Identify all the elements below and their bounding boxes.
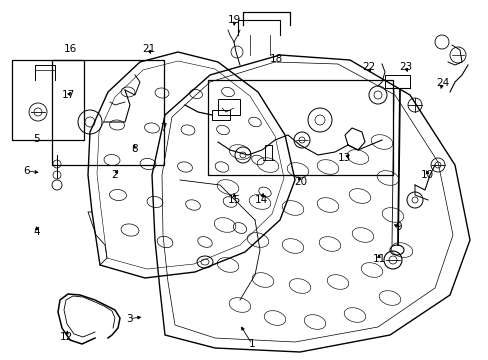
Text: 8: 8 [131,144,138,154]
Text: 10: 10 [421,170,433,180]
Text: 4: 4 [33,227,40,237]
Circle shape [53,160,61,168]
Text: 15: 15 [227,195,241,205]
Text: 22: 22 [362,62,375,72]
Text: 19: 19 [227,15,241,25]
Text: 24: 24 [435,78,448,88]
Text: 13: 13 [337,153,351,163]
Text: 2: 2 [111,170,118,180]
Text: 16: 16 [64,44,78,54]
Text: 3: 3 [126,314,133,324]
Bar [12,60,84,140]
Circle shape [53,171,61,179]
Text: 1: 1 [248,339,255,349]
Text: 20: 20 [294,177,306,187]
Bar [207,80,392,175]
Text: 17: 17 [61,90,75,100]
Text: 18: 18 [269,54,283,64]
Text: 7: 7 [160,123,167,133]
Text: 5: 5 [33,134,40,144]
Bar [52,60,163,165]
Text: 6: 6 [23,166,30,176]
Text: 23: 23 [398,62,412,72]
Text: 21: 21 [142,44,156,54]
Text: 9: 9 [394,222,401,232]
Bar [212,110,229,120]
Text: 11: 11 [371,254,385,264]
Text: 14: 14 [254,195,268,205]
Text: 12: 12 [59,332,73,342]
